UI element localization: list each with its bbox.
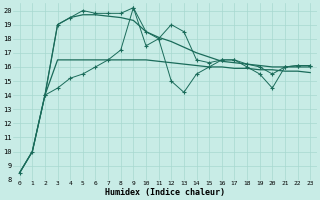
X-axis label: Humidex (Indice chaleur): Humidex (Indice chaleur) [105,188,225,197]
